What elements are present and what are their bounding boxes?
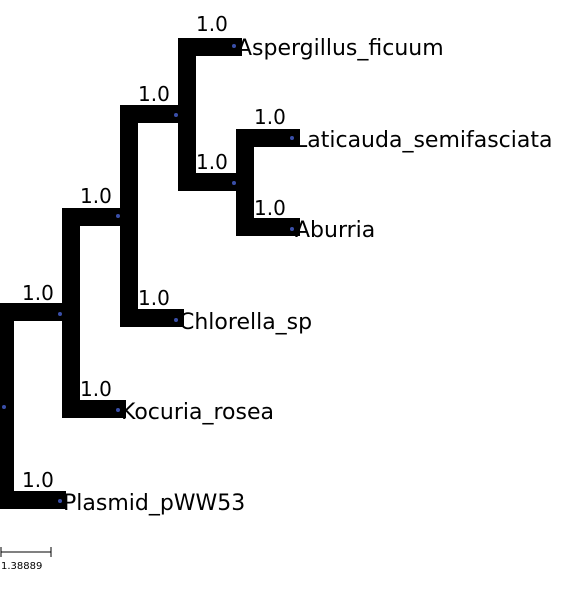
node-markers (2, 44, 294, 503)
support-laticauda-aburria: 1.0 (196, 150, 228, 174)
support-aburria: 1.0 (254, 196, 286, 220)
leaf-label-kocuria: Kocuria_rosea (121, 400, 274, 425)
node-kocuria-clade (58, 312, 62, 316)
branch-chlorella-clade (120, 105, 184, 327)
support-laticauda: 1.0 (254, 105, 286, 129)
branch-kocuria-clade (62, 208, 126, 418)
node-laticauda-aburria (232, 181, 236, 185)
node-root (2, 405, 6, 409)
support-kocuria-clade: 1.0 (22, 281, 54, 305)
support-values: 1.0 1.0 1.0 1.0 1.0 1.0 1.0 1.0 1.0 1.0 (22, 12, 286, 492)
support-aspergillus-clade: 1.0 (138, 82, 170, 106)
scale-bar-label: 1.38889 (1, 561, 42, 572)
leaf-labels: Aspergillus_ficuum Laticauda_semifasciat… (63, 36, 552, 516)
node-chlorella-clade (116, 214, 120, 218)
node-aspergillus (232, 44, 236, 48)
leaf-label-aspergillus: Aspergillus_ficuum (237, 36, 444, 61)
leaf-label-chlorella: Chlorella_sp (179, 310, 312, 335)
node-aburria (290, 227, 294, 231)
scale-bar: 1.38889 (0, 547, 52, 572)
branch-aspergillus-clade (178, 38, 242, 191)
node-plasmid (58, 499, 62, 503)
support-chlorella-clade: 1.0 (80, 184, 112, 208)
support-aspergillus: 1.0 (196, 12, 228, 36)
support-plasmid: 1.0 (22, 468, 54, 492)
branch-laticauda-aburria (236, 129, 300, 236)
node-aspergillus-clade (174, 113, 178, 117)
node-laticauda (290, 136, 294, 140)
node-chlorella (174, 318, 178, 322)
tree-branches (0, 38, 300, 509)
support-chlorella: 1.0 (138, 286, 170, 310)
node-kocuria (116, 408, 120, 412)
leaf-label-plasmid: Plasmid_pWW53 (63, 491, 245, 516)
support-kocuria: 1.0 (80, 377, 112, 401)
leaf-label-laticauda: Laticauda_semifasciata (295, 128, 552, 153)
leaf-label-aburria: Aburria (295, 218, 375, 243)
